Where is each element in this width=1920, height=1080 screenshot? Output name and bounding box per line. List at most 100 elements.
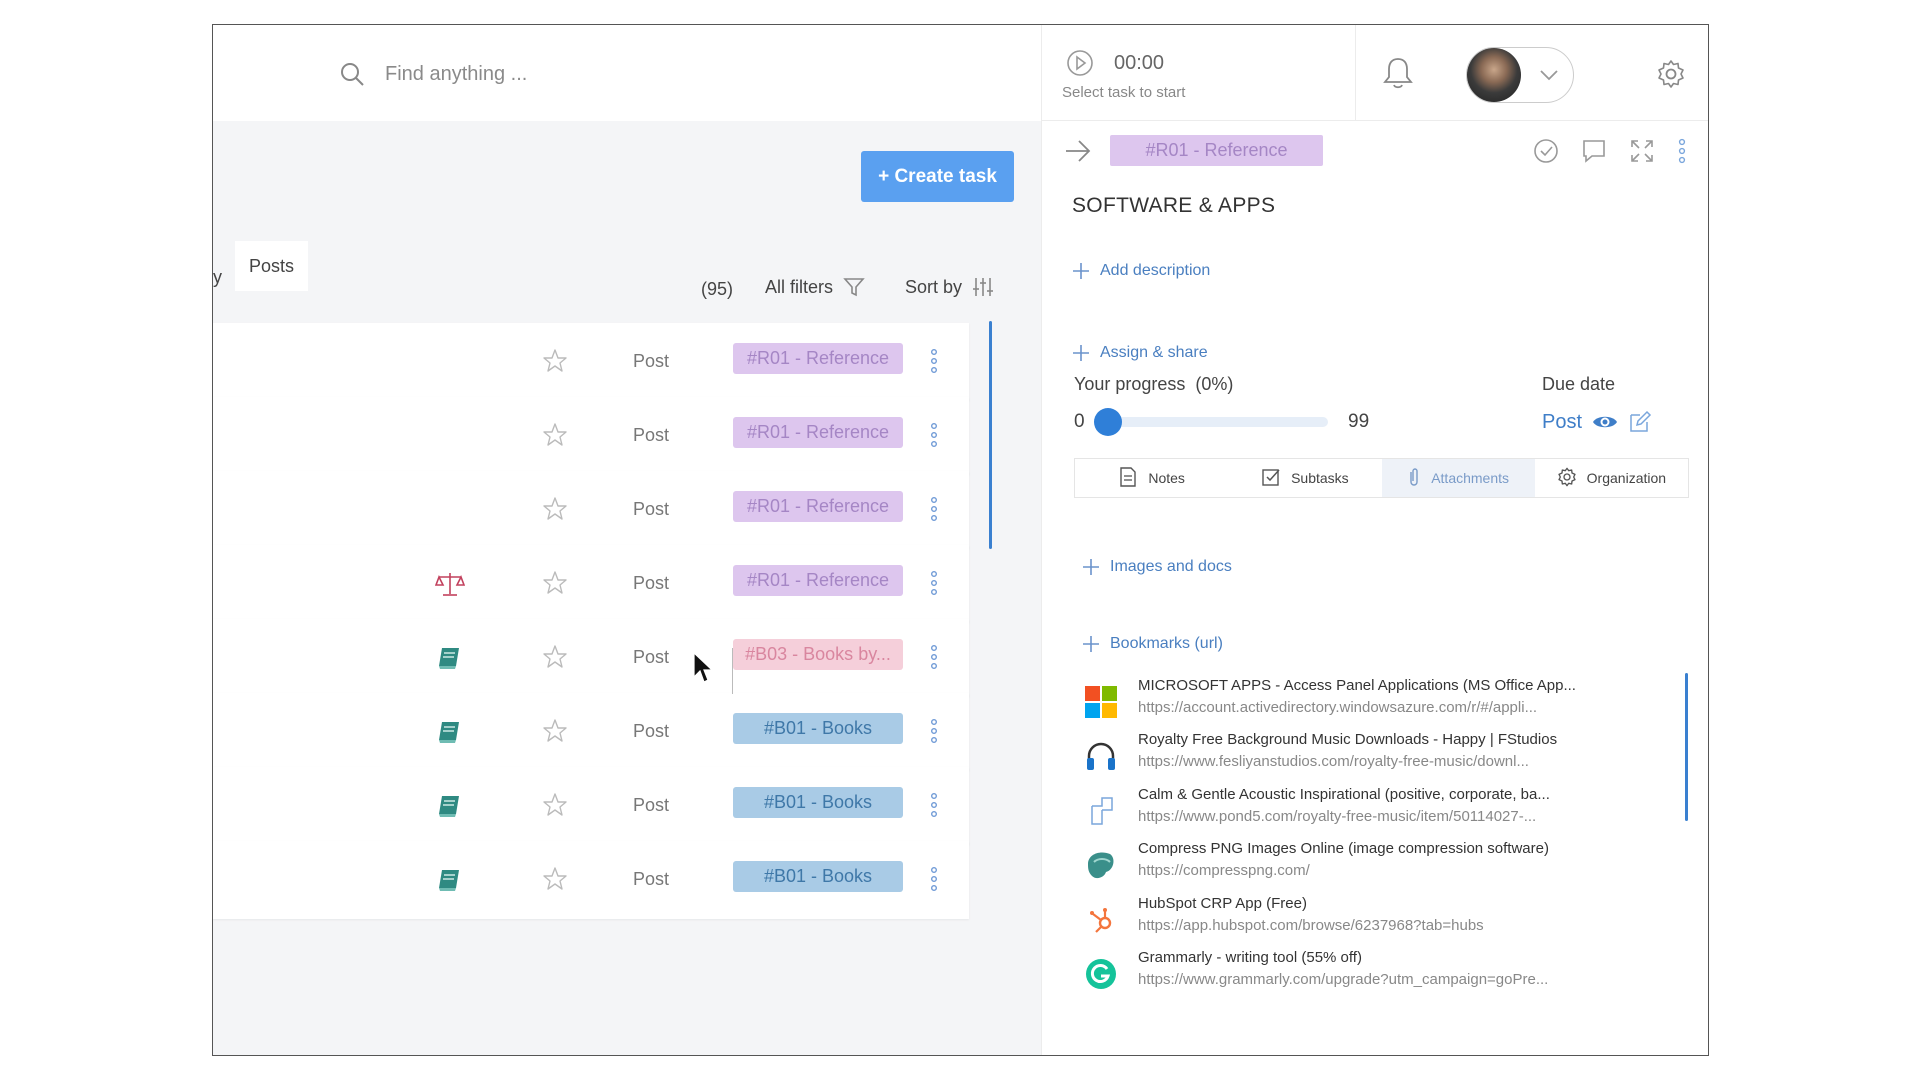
tab-attachments[interactable]: Attachments bbox=[1381, 459, 1535, 497]
star-icon[interactable] bbox=[542, 496, 568, 522]
star-icon[interactable] bbox=[542, 644, 568, 670]
add-images-docs-link[interactable]: Images and docs bbox=[1082, 558, 1232, 576]
more-vertical-icon[interactable] bbox=[929, 791, 939, 819]
text-caret bbox=[732, 648, 733, 694]
avatar bbox=[1467, 48, 1521, 102]
arrow-right-icon[interactable] bbox=[1064, 138, 1092, 164]
tab-notes[interactable]: Notes bbox=[1075, 459, 1228, 497]
task-row[interactable]: Post #R01 - Reference bbox=[213, 545, 969, 623]
grammarly-logo-icon bbox=[1084, 957, 1118, 991]
task-row[interactable]: Post #R01 - Reference bbox=[213, 323, 969, 401]
bookmark-title[interactable]: Compress PNG Images Online (image compre… bbox=[1138, 840, 1549, 858]
bookmark-title[interactable]: Calm & Gentle Acoustic Inspirational (po… bbox=[1138, 785, 1550, 803]
task-type: Post bbox=[633, 573, 670, 593]
task-tag[interactable]: #B01 - Books bbox=[733, 787, 903, 818]
more-vertical-icon[interactable] bbox=[929, 495, 939, 523]
bookmark-item[interactable]: HubSpot CRP App (Free) https://app.hubspo… bbox=[1082, 891, 1642, 947]
sort-by-label: Sort by bbox=[905, 276, 963, 297]
play-icon[interactable] bbox=[1066, 49, 1094, 77]
progress-slider[interactable] bbox=[1098, 417, 1328, 427]
eye-icon[interactable] bbox=[1592, 412, 1618, 432]
bookmark-url[interactable]: https://account.activedirectory.windowsa… bbox=[1138, 699, 1538, 716]
task-row[interactable]: Post #B01 - Books bbox=[213, 767, 969, 845]
assign-share-link[interactable]: Assign & share bbox=[1072, 344, 1208, 362]
edit-icon[interactable] bbox=[1628, 410, 1652, 434]
star-icon[interactable] bbox=[542, 792, 568, 818]
bookmark-url[interactable]: https://www.pond5.com/royalty-free-music… bbox=[1138, 807, 1537, 825]
tab-organization[interactable]: Organization bbox=[1535, 459, 1688, 497]
task-row[interactable]: Post #B01 - Books bbox=[213, 841, 969, 919]
task-detail-pane: 00:00 Select task to start #R01 - Refere… bbox=[1041, 25, 1708, 1055]
detail-tag[interactable]: #R01 - Reference bbox=[1110, 135, 1323, 166]
progress-slider-handle[interactable] bbox=[1094, 408, 1122, 436]
settings-gear-icon[interactable] bbox=[1656, 59, 1686, 89]
bookmark-scrollbar[interactable] bbox=[1685, 673, 1688, 821]
list-scrollbar[interactable] bbox=[989, 321, 992, 549]
tab-posts[interactable]: Posts bbox=[235, 241, 308, 291]
all-filters-button[interactable]: All filters bbox=[765, 276, 865, 298]
task-tag[interactable]: #R01 - Reference bbox=[733, 343, 903, 374]
star-icon[interactable] bbox=[542, 348, 568, 374]
task-tag[interactable]: #R01 - Reference bbox=[733, 491, 903, 522]
search-input[interactable] bbox=[385, 59, 905, 89]
sort-by-button[interactable]: Sort by bbox=[905, 276, 994, 298]
task-type: Post bbox=[633, 869, 670, 889]
comment-icon[interactable] bbox=[1580, 137, 1608, 165]
task-title[interactable]: SOFTWARE & APPS bbox=[1072, 194, 1276, 217]
search-icon bbox=[341, 63, 364, 86]
subtab-label: Organization bbox=[1586, 470, 1667, 486]
task-tag[interactable]: #B01 - Books bbox=[733, 713, 903, 744]
bookmark-url[interactable]: https://www.fesliyanstudios.com/royalty-… bbox=[1138, 753, 1529, 771]
check-circle-icon[interactable] bbox=[1532, 137, 1560, 165]
due-date-text: Post bbox=[1542, 410, 1583, 433]
task-row[interactable]: Post #R01 - Reference bbox=[213, 397, 969, 475]
task-tag[interactable]: #B01 - Books bbox=[733, 861, 903, 892]
book-icon bbox=[435, 718, 465, 746]
task-row[interactable]: Post #R01 - Reference bbox=[213, 471, 969, 549]
bookmark-title[interactable]: Royalty Free Background Music Downloads … bbox=[1138, 731, 1558, 749]
bookmark-title[interactable]: HubSpot CRP App (Free) bbox=[1138, 894, 1307, 912]
bookmark-item[interactable]: Calm & Gentle Acoustic Inspirational (po… bbox=[1082, 782, 1642, 838]
bell-icon[interactable] bbox=[1382, 55, 1414, 91]
bookmark-item[interactable]: Compress PNG Images Online (image compre… bbox=[1082, 836, 1642, 892]
more-vertical-icon[interactable] bbox=[1676, 137, 1688, 165]
headphones-icon bbox=[1084, 739, 1118, 773]
bookmark-url[interactable]: https://www.grammarly.com/upgrade?utm_ca… bbox=[1138, 971, 1549, 988]
bookmark-url[interactable]: https://app.hubspot.com/browse/6237968?t… bbox=[1138, 916, 1484, 934]
task-tag[interactable]: #B03 - Books by... bbox=[733, 639, 903, 670]
task-row[interactable]: Post #B03 - Books by... bbox=[213, 619, 969, 697]
add-description-link[interactable]: Add description bbox=[1072, 262, 1210, 280]
task-tag[interactable]: #R01 - Reference bbox=[733, 417, 903, 448]
bookmark-item[interactable]: Royalty Free Background Music Downloads … bbox=[1082, 727, 1642, 783]
plus-icon bbox=[1073, 345, 1089, 361]
star-icon[interactable] bbox=[542, 422, 568, 448]
more-vertical-icon[interactable] bbox=[929, 865, 939, 893]
create-task-button[interactable]: + Create task bbox=[861, 151, 1014, 202]
bookmark-item[interactable]: Grammarly - writing tool (55% off) https:… bbox=[1082, 945, 1642, 1001]
bookmark-url[interactable]: https://compresspng.com/ bbox=[1138, 862, 1310, 880]
bookmark-title[interactable]: Grammarly - writing tool (55% off) bbox=[1138, 949, 1362, 966]
star-icon[interactable] bbox=[542, 718, 568, 744]
more-vertical-icon[interactable] bbox=[929, 643, 939, 671]
assign-share-label: Assign & share bbox=[1100, 344, 1208, 361]
more-vertical-icon[interactable] bbox=[929, 347, 939, 375]
more-vertical-icon[interactable] bbox=[929, 421, 939, 449]
task-row[interactable]: Post #B01 - Books bbox=[213, 693, 969, 771]
tab-subtasks[interactable]: Subtasks bbox=[1228, 459, 1381, 497]
star-icon[interactable] bbox=[542, 570, 568, 596]
task-tag[interactable]: #R01 - Reference bbox=[733, 565, 903, 596]
more-vertical-icon[interactable] bbox=[929, 569, 939, 597]
user-menu[interactable] bbox=[1466, 47, 1574, 103]
task-type: Post bbox=[633, 795, 670, 815]
more-vertical-icon[interactable] bbox=[929, 717, 939, 745]
timer-display: 00:00 bbox=[1114, 52, 1165, 74]
due-date-value[interactable]: Post bbox=[1542, 410, 1652, 434]
bookmark-item[interactable]: MICROSOFT APPS - Access Panel Applicatio… bbox=[1082, 673, 1642, 729]
expand-icon[interactable] bbox=[1628, 137, 1656, 165]
tab-partial[interactable]: y bbox=[213, 267, 222, 287]
task-type: Post bbox=[633, 721, 670, 741]
bookmark-title[interactable]: MICROSOFT APPS - Access Panel Applicatio… bbox=[1138, 677, 1576, 694]
add-bookmark-link[interactable]: Bookmarks (url) bbox=[1082, 635, 1223, 653]
paperclip-icon bbox=[1407, 467, 1421, 490]
star-icon[interactable] bbox=[542, 866, 568, 892]
